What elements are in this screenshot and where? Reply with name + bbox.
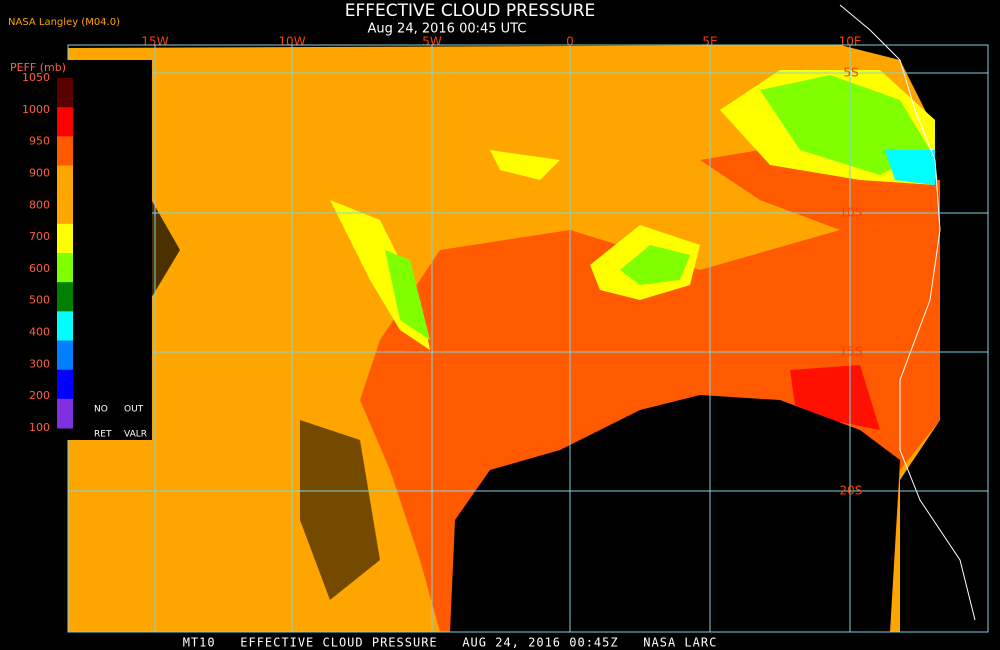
legend-swatch xyxy=(57,311,73,341)
footer: MT10 EFFECTIVE CLOUD PRESSURE AUG 24, 20… xyxy=(183,636,718,650)
legend-label: 1050 xyxy=(22,71,50,84)
latitude-label: 5S xyxy=(843,66,858,80)
legend-title: PEFF (mb) xyxy=(10,61,66,74)
latitude-label: 20S xyxy=(840,484,863,498)
cloud-field xyxy=(68,4,1000,650)
legend-label: 800 xyxy=(29,198,50,211)
latitude-label: 15S xyxy=(840,345,863,359)
legend-note: NO xyxy=(94,405,108,415)
legend-label: 500 xyxy=(29,294,50,307)
longitude-label: 15W xyxy=(141,35,168,49)
legend-swatch xyxy=(57,369,73,400)
legend-swatch xyxy=(57,398,73,429)
legend-label: 950 xyxy=(29,135,50,148)
legend: 1050 1000 950 900 800 700 600 500 400 300 200 100 xyxy=(22,71,73,434)
subtitle: Aug 24, 2016 00:45 UTC xyxy=(368,22,527,37)
coastline xyxy=(839,4,976,621)
longitude-label: 5W xyxy=(422,35,442,49)
clear-sky xyxy=(450,395,900,632)
legend-swatch xyxy=(57,194,73,225)
legend-label: 300 xyxy=(29,357,50,370)
legend-label: 600 xyxy=(29,262,50,275)
title: EFFECTIVE CLOUD PRESSURE xyxy=(345,1,596,21)
legend-panel xyxy=(0,60,152,440)
cloud-low xyxy=(700,150,940,230)
legend-swatch xyxy=(57,253,73,283)
legend-swatch xyxy=(57,282,73,312)
clear-sky xyxy=(300,420,380,600)
legend-label: 1000 xyxy=(22,103,50,116)
legend-swatch xyxy=(57,136,73,166)
legend-swatch xyxy=(57,340,73,371)
cloud-high xyxy=(490,150,560,180)
longitude-label: 10W xyxy=(278,35,305,49)
legend-swatch xyxy=(57,107,73,137)
legend-note: VALR xyxy=(124,430,147,440)
cloud-high xyxy=(620,245,690,285)
longitude-label: 10E xyxy=(839,35,862,49)
legend-label: 700 xyxy=(29,230,50,243)
legend-label: 200 xyxy=(29,389,50,402)
legend-label: 900 xyxy=(29,166,50,179)
cloud-high xyxy=(385,250,430,340)
graticule: 15W 10W 5W 0 5E 10E 5S 10S 15S 20S xyxy=(68,35,988,632)
legend-note: RET xyxy=(94,430,112,440)
legend-label: 100 xyxy=(29,421,50,434)
legend-swatch xyxy=(57,165,73,196)
legend-note: OUT xyxy=(124,405,144,415)
longitude-label: 5E xyxy=(702,35,717,49)
legend-label: 400 xyxy=(29,326,50,339)
latitude-label: 10S xyxy=(840,206,863,220)
legend-swatch xyxy=(57,78,73,108)
legend-swatch xyxy=(57,223,73,254)
longitude-label: 0 xyxy=(566,35,574,49)
cloud-lowest xyxy=(790,365,880,430)
clear-sky xyxy=(940,45,1000,650)
cloud-highest xyxy=(885,150,935,185)
credit: NASA Langley (M04.0) xyxy=(8,17,120,28)
